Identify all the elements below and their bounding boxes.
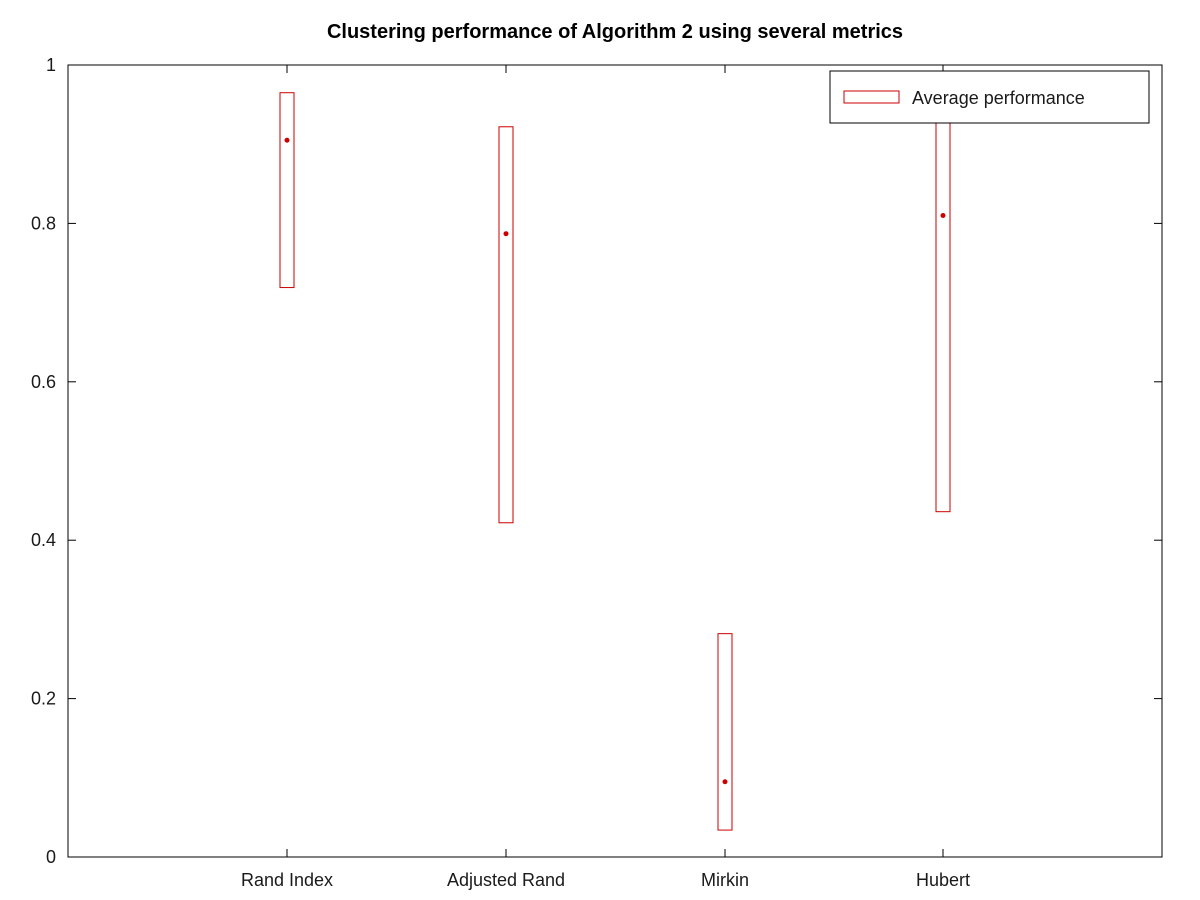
y-tick-label: 0 bbox=[46, 847, 56, 867]
x-axis: Rand Index Adjusted Rand Mirkin Hubert bbox=[241, 65, 970, 890]
mean-point bbox=[503, 231, 509, 237]
legend: Average performance bbox=[829, 70, 1150, 124]
x-tick-label: Mirkin bbox=[701, 870, 749, 890]
y-tick-label: 0.8 bbox=[31, 213, 56, 233]
legend-box bbox=[829, 70, 1150, 124]
y-tick-label: 0.2 bbox=[31, 689, 56, 709]
range-box bbox=[279, 92, 295, 289]
y-tick-label: 1 bbox=[46, 55, 56, 75]
x-tick-label: Hubert bbox=[916, 870, 970, 890]
chart-title: Clustering performance of Algorithm 2 us… bbox=[327, 21, 903, 43]
legend-swatch bbox=[843, 90, 900, 104]
plot-frame bbox=[67, 64, 1163, 858]
legend-label: Average performance bbox=[912, 88, 1085, 108]
x-tick-label: Adjusted Rand bbox=[447, 870, 565, 890]
x-tick-label: Rand Index bbox=[241, 870, 333, 890]
range-box bbox=[717, 633, 733, 831]
mean-point bbox=[940, 212, 946, 218]
mean-point bbox=[722, 779, 728, 785]
mean-point bbox=[284, 137, 290, 143]
y-tick-label: 0.6 bbox=[31, 372, 56, 392]
range-box bbox=[498, 126, 514, 524]
y-tick-label: 0.4 bbox=[31, 530, 56, 550]
y-axis: 0 0.2 0.4 0.6 0.8 1 bbox=[31, 55, 1162, 867]
